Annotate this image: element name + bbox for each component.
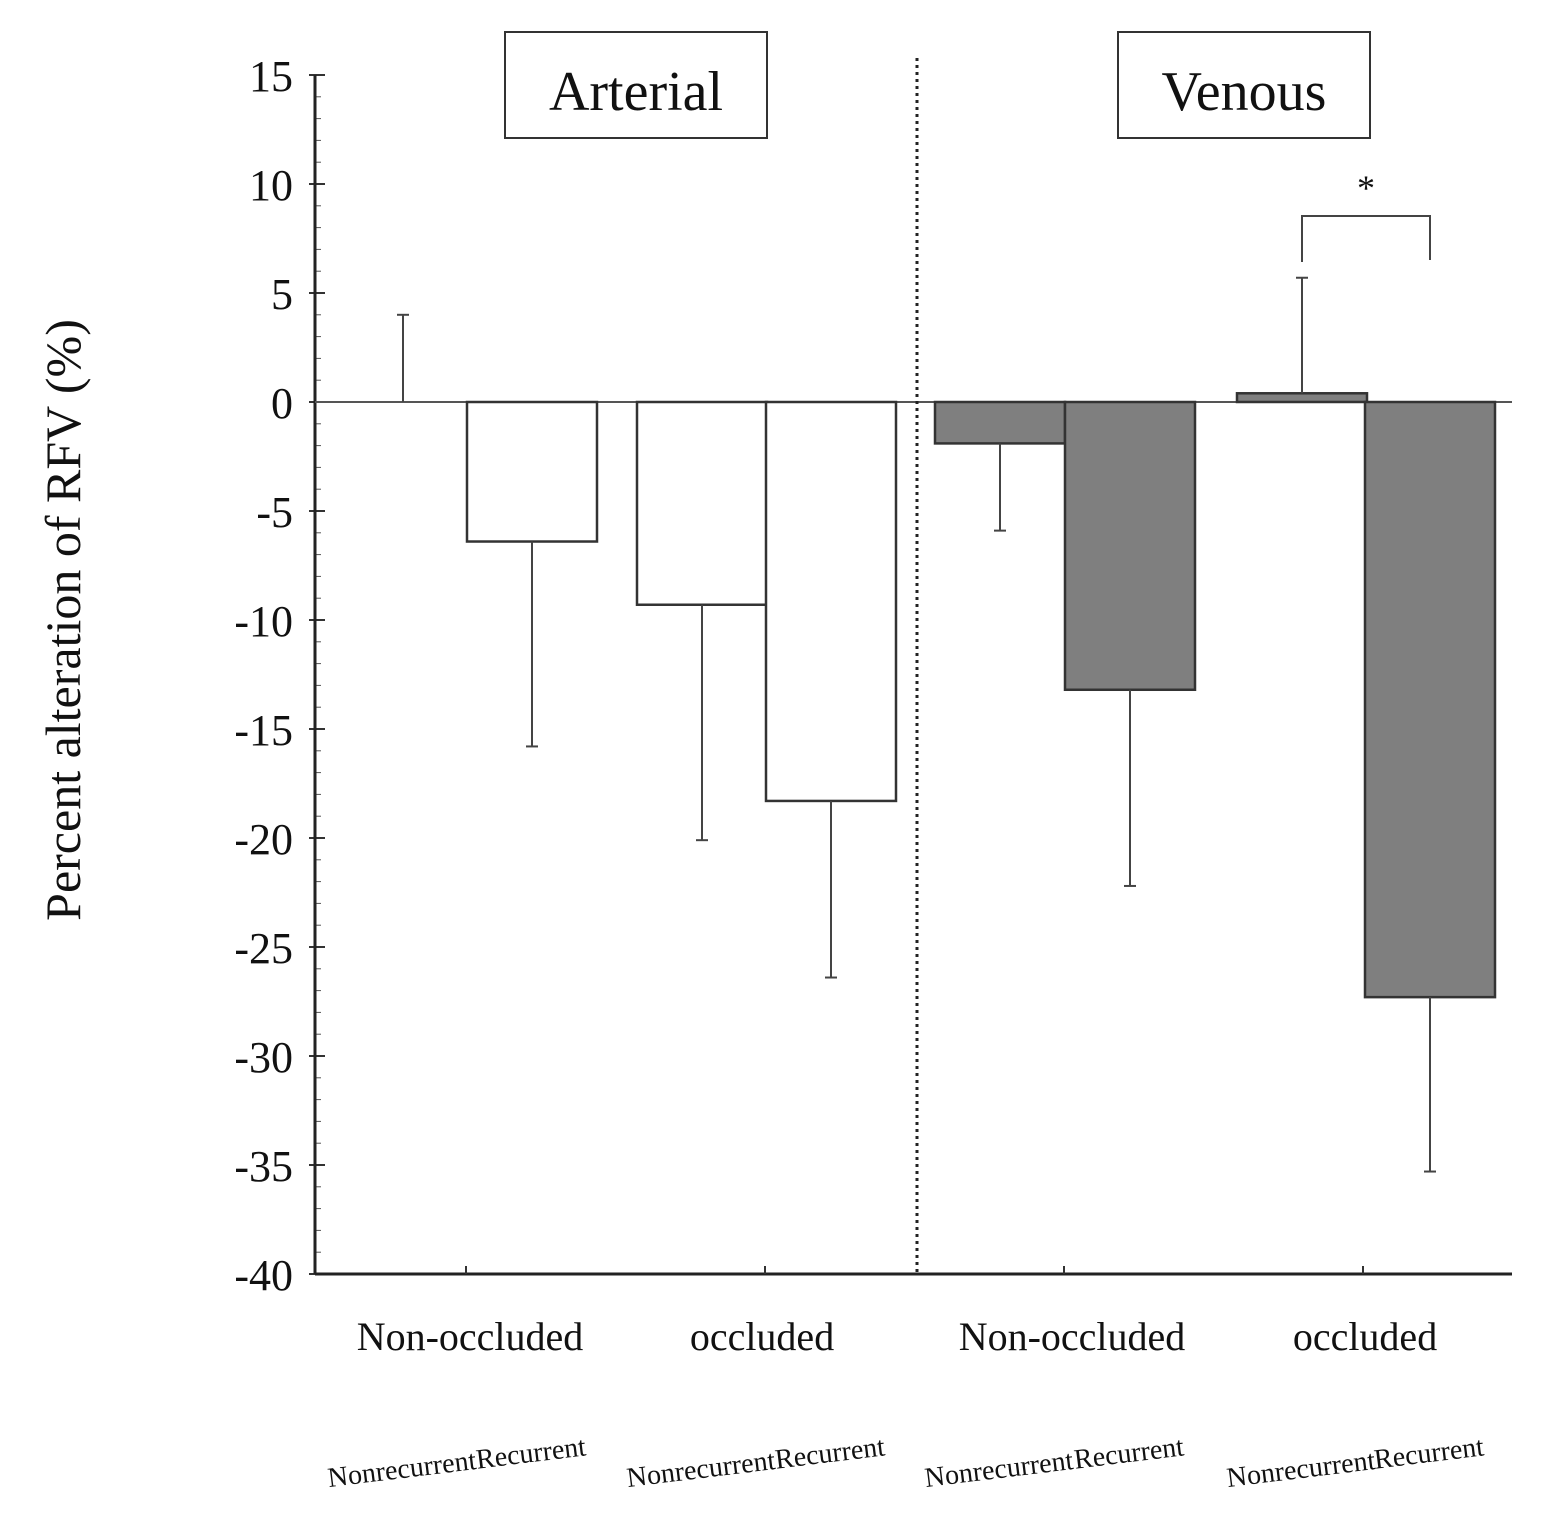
y-tick-label: -20 — [234, 815, 293, 864]
y-tick-label: -5 — [256, 488, 293, 537]
group-label-venous-occluded: occluded — [1293, 1314, 1437, 1359]
bar — [764, 400, 898, 803]
y-tick-label: -15 — [234, 706, 293, 755]
category-label: Nonrecurrent — [625, 1445, 777, 1494]
category-label: Recurrent — [474, 1431, 588, 1475]
bar — [933, 400, 1067, 445]
bar — [1063, 400, 1197, 692]
category-label: Nonrecurrent — [1225, 1445, 1377, 1494]
y-tick-label: 5 — [271, 270, 293, 319]
bar — [1363, 400, 1497, 999]
group-label-arterial-occluded: occluded — [690, 1314, 834, 1359]
group-label-arterial-non-occluded: Non-occluded — [357, 1314, 584, 1359]
category-label: Recurrent — [1372, 1431, 1486, 1475]
bar — [1235, 392, 1369, 404]
y-tick-label: 0 — [271, 379, 293, 428]
y-tick-label: -10 — [234, 597, 293, 646]
category-label: Nonrecurrent — [923, 1445, 1075, 1494]
y-axis-title: Percent alteration of RFV (%) — [35, 319, 91, 921]
panel-title-venous: Venous — [1162, 61, 1327, 123]
group-label-venous-non-occluded: Non-occluded — [959, 1314, 1186, 1359]
bar — [635, 400, 769, 606]
category-label: Recurrent — [773, 1431, 887, 1475]
y-tick-label: -30 — [234, 1033, 293, 1082]
significance-label: * — [1357, 168, 1375, 208]
bar — [465, 400, 599, 543]
panel-title-arterial: Arterial — [549, 61, 723, 123]
y-tick-label: 15 — [249, 52, 293, 101]
category-label: Nonrecurrent — [326, 1445, 478, 1494]
y-tick-label: -35 — [234, 1142, 293, 1191]
significance-bracket — [1301, 215, 1431, 262]
y-tick-label: 10 — [249, 161, 293, 210]
y-tick-label: -25 — [234, 924, 293, 973]
panel-title-box-venous — [1117, 31, 1371, 139]
category-label: Recurrent — [1072, 1431, 1186, 1475]
panel-title-box-arterial — [504, 31, 768, 139]
y-tick-label: -40 — [234, 1251, 293, 1300]
